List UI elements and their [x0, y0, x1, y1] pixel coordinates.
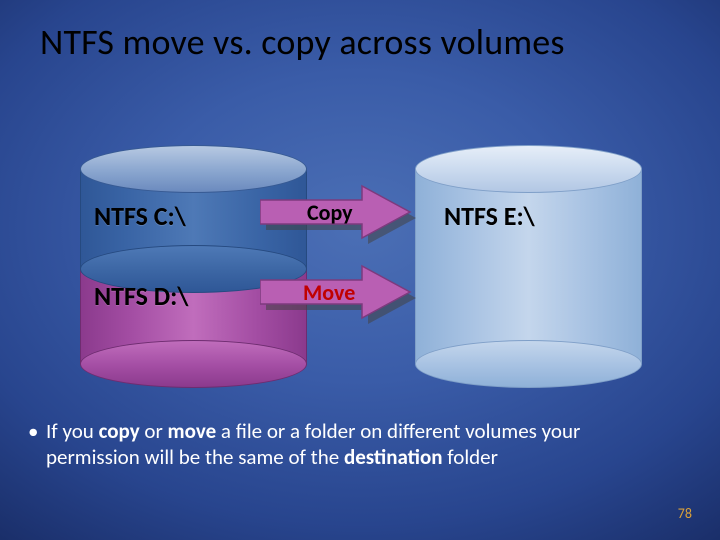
bullet-content: If you copy or move a file or a folder o… [46, 418, 580, 470]
copy-arrow-label: Copy [307, 199, 353, 226]
bullet-text: • If you copy or move a file or a folder… [46, 418, 674, 471]
cyl-bottom-ellipse [415, 340, 642, 388]
volume-label-d: NTFS D:\ [94, 280, 189, 312]
move-arrow-label: Move [303, 279, 355, 306]
right-volume-cylinder [415, 145, 640, 365]
cyl-bottom-ellipse [80, 340, 307, 388]
volume-label-e: NTFS E:\ [444, 200, 535, 232]
slide-title: NTFS move vs. copy across volumes [40, 20, 680, 64]
cyl-top-ellipse [415, 145, 642, 193]
volume-label-c: NTFS C:\ [94, 200, 186, 232]
page-number: 78 [678, 505, 692, 522]
bullet-dot-icon: • [28, 418, 38, 444]
left-volume-cylinder [80, 145, 305, 365]
cyl-body [415, 168, 642, 363]
